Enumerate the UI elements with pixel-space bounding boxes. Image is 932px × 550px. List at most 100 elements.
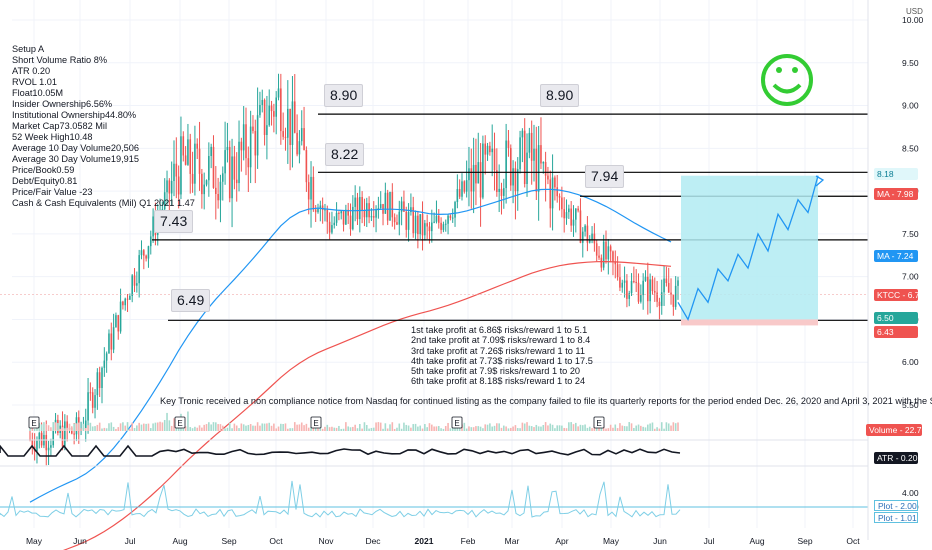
candle-body xyxy=(451,217,454,219)
volume-bar xyxy=(201,427,203,431)
volume-bar xyxy=(400,428,403,431)
volume-bar xyxy=(605,428,607,431)
volume-bar xyxy=(447,422,449,431)
candle-body xyxy=(133,275,136,286)
candle-body xyxy=(440,222,442,230)
take-profit-line: 5th take profit at 7.9$ risks/reward 1 t… xyxy=(411,366,581,377)
candle-body xyxy=(273,111,275,117)
callout-8-90-right[interactable]: 8.90 xyxy=(540,84,580,107)
volume-bar xyxy=(156,422,159,431)
candle-body xyxy=(182,136,185,156)
volume-bar xyxy=(226,427,229,431)
candle-body xyxy=(298,141,301,155)
candle-body xyxy=(261,99,264,106)
candle-body xyxy=(201,173,203,195)
candle-body xyxy=(129,295,131,300)
callout-6-49[interactable]: 6.49 xyxy=(171,289,211,312)
candle-body xyxy=(605,241,607,260)
volume-bar xyxy=(482,428,484,431)
callout-8-22[interactable]: 8.22 xyxy=(325,143,365,166)
info-line: Setup A xyxy=(12,44,45,54)
volume-bar xyxy=(275,428,277,431)
candle-body xyxy=(526,152,528,185)
time-tick-label: Oct xyxy=(846,536,860,546)
candle-body xyxy=(444,223,447,225)
candle-body xyxy=(212,146,215,188)
candle-body xyxy=(491,148,493,153)
candle-body xyxy=(556,187,559,197)
volume-bar xyxy=(143,423,145,431)
volume-bar xyxy=(154,422,157,431)
candle-body xyxy=(319,205,322,209)
candle-body xyxy=(598,255,600,258)
volume-bar xyxy=(194,426,196,431)
info-line: Institutional Ownership44.80% xyxy=(12,110,137,120)
candle-body xyxy=(119,301,122,332)
candle-body xyxy=(349,215,352,230)
moving-averages xyxy=(29,188,672,550)
ma-fast-line xyxy=(29,188,672,503)
candle-body xyxy=(407,212,410,230)
volume-bar xyxy=(91,426,94,431)
volume-bar xyxy=(217,424,219,431)
candle-body xyxy=(166,180,168,193)
volume-bar xyxy=(326,424,329,431)
earnings-marker xyxy=(28,416,40,429)
volume-bar xyxy=(628,422,631,431)
candle-body xyxy=(660,292,663,306)
volume-bar xyxy=(98,422,101,431)
candle-body xyxy=(105,353,108,361)
volume-bar xyxy=(242,424,245,431)
callout-8-90-left[interactable]: 8.90 xyxy=(324,84,364,107)
volume-bar xyxy=(138,422,140,431)
volume-bar xyxy=(43,422,45,431)
volume-bar xyxy=(403,422,405,431)
volume-bar xyxy=(665,422,668,431)
volume-bar xyxy=(428,423,431,431)
candle-body xyxy=(64,421,66,447)
volume-bar xyxy=(277,426,280,431)
volume-bar xyxy=(215,422,217,431)
candle-body xyxy=(516,169,519,192)
price-tick-label: 9.00 xyxy=(902,101,919,111)
candle-body xyxy=(103,360,106,368)
volume-bar xyxy=(509,427,512,431)
candle-body xyxy=(307,182,310,200)
volume-bar xyxy=(633,427,635,431)
callout-7-43[interactable]: 7.43 xyxy=(154,210,194,233)
volume-bar xyxy=(101,428,103,431)
volume-bar xyxy=(417,426,419,431)
volume-bar xyxy=(212,422,215,431)
volume-bar xyxy=(254,425,257,431)
candle-body xyxy=(670,292,672,295)
volume-bar xyxy=(663,428,665,431)
smiley-icon xyxy=(761,54,813,106)
callout-7-94[interactable]: 7.94 xyxy=(585,165,625,188)
volume-bar xyxy=(240,423,243,431)
currency-label: USD xyxy=(906,7,923,16)
volume-bar xyxy=(352,426,354,431)
candle-body xyxy=(417,215,419,235)
candle-body xyxy=(163,192,166,210)
candle-body xyxy=(40,432,43,446)
price-tick-label: 5.50 xyxy=(902,400,919,410)
volume-bar xyxy=(340,428,343,431)
volume-bar xyxy=(477,426,480,431)
volume-bar xyxy=(296,424,298,431)
time-tick-label: Jun xyxy=(653,536,667,546)
time-axis[interactable]: May Jun Jul Aug Sep Oct Nov Dec 2021 Feb Mar Apr May… xyxy=(26,536,860,546)
candle-body xyxy=(112,327,115,350)
candle-body xyxy=(424,223,426,236)
candle-body xyxy=(626,280,628,299)
volume-bar xyxy=(115,428,117,431)
volume-bar xyxy=(444,425,447,431)
candle-body xyxy=(198,148,201,174)
candle-body xyxy=(340,211,343,214)
candle-body xyxy=(370,216,373,218)
volume-bar xyxy=(377,422,380,431)
volume-bar xyxy=(626,426,628,431)
volume-bar xyxy=(245,425,247,431)
volume-bar xyxy=(365,425,368,431)
